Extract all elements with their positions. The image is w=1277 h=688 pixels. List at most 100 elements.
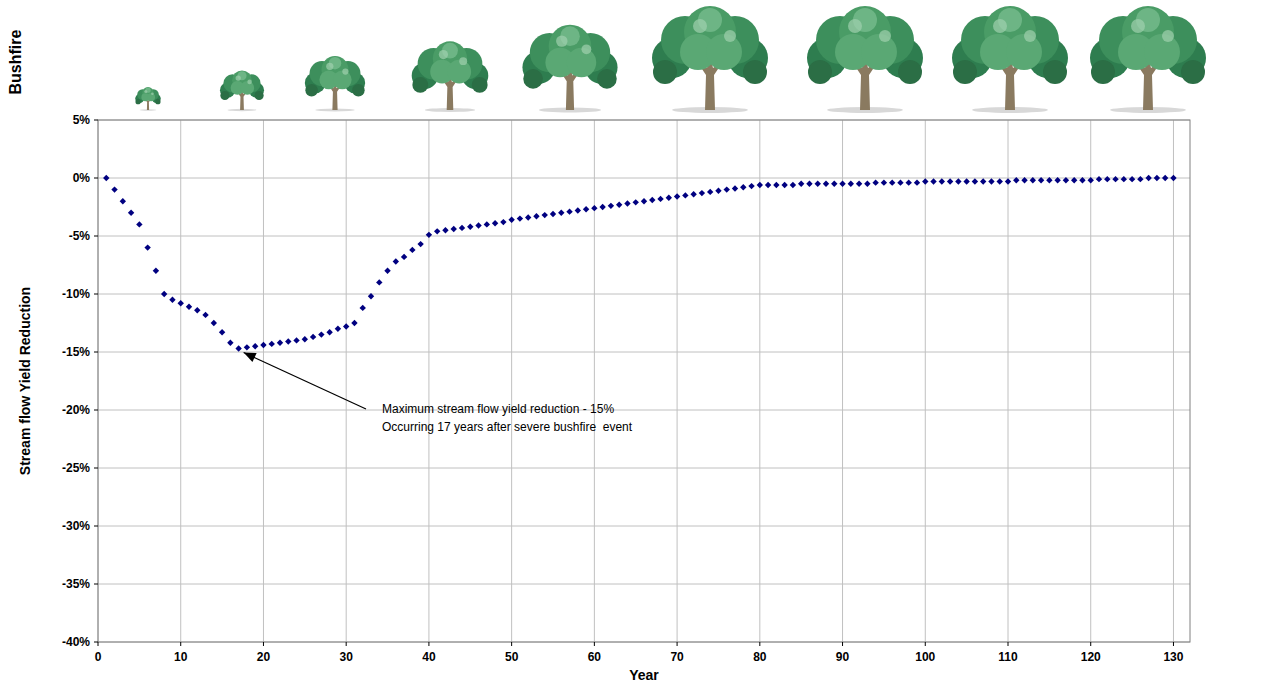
tree-icon [1090, 6, 1206, 113]
data-point [517, 215, 523, 221]
data-point [724, 186, 730, 192]
data-point [773, 182, 779, 188]
data-point [169, 297, 175, 303]
data-point [293, 337, 299, 343]
tree-icon [220, 70, 264, 111]
x-tick-label: 120 [1081, 650, 1101, 664]
data-point [351, 320, 357, 326]
data-point [798, 181, 804, 187]
data-point [930, 178, 936, 184]
data-point [988, 178, 994, 184]
annotation: Maximum stream flow yield reduction - 15… [244, 353, 633, 434]
data-point [310, 334, 316, 340]
data-point [666, 195, 672, 201]
y-tick [94, 642, 98, 643]
x-tick-label: 50 [505, 650, 519, 664]
data-point [401, 254, 407, 260]
data-point [848, 181, 854, 187]
data-point [533, 213, 539, 219]
grid-line-x [346, 120, 347, 642]
annotation-arrowhead [244, 353, 257, 363]
data-point [732, 185, 738, 191]
data-point [674, 193, 680, 199]
data-point [219, 329, 225, 335]
x-tick [263, 642, 264, 646]
data-point [715, 188, 721, 194]
data-point [740, 184, 746, 190]
x-tick-label: 20 [257, 650, 271, 664]
data-point [451, 226, 457, 232]
y-tick [94, 294, 98, 295]
data-point [1162, 175, 1168, 181]
data-point [906, 179, 912, 185]
data-point [103, 175, 109, 181]
side-label: Bushfire [7, 29, 24, 94]
data-point [1121, 176, 1127, 182]
data-point [318, 331, 324, 337]
data-point [393, 258, 399, 264]
data-point [434, 228, 440, 234]
data-point [1063, 177, 1069, 183]
tree-icon [652, 6, 768, 113]
x-tick [1008, 642, 1009, 646]
data-point [285, 338, 291, 344]
data-point [583, 206, 589, 212]
x-tick [677, 642, 678, 646]
data-point [1005, 178, 1011, 184]
data-point [542, 212, 548, 218]
data-point [384, 268, 390, 274]
data-point [442, 227, 448, 233]
data-point [690, 191, 696, 197]
y-tick [94, 410, 98, 411]
data-point [608, 203, 614, 209]
data-point [211, 320, 217, 326]
data-point [831, 181, 837, 187]
data-point [409, 247, 415, 253]
data-point [459, 225, 465, 231]
grid-line-x [1090, 120, 1091, 642]
data-point [426, 232, 432, 238]
tree-strip [135, 6, 1206, 113]
x-tick [346, 642, 347, 646]
tree-icon [807, 6, 923, 113]
data-point [467, 224, 473, 230]
plot-frame [98, 120, 1190, 642]
data-point [980, 178, 986, 184]
data-point [806, 181, 812, 187]
tree-icon [412, 41, 489, 112]
data-point [566, 208, 572, 214]
x-tick-label: 80 [753, 650, 767, 664]
x-tick-label: 100 [915, 650, 935, 664]
data-point [260, 342, 266, 348]
grid-line-x [1173, 120, 1174, 642]
x-tick [594, 642, 595, 646]
data-point [1154, 175, 1160, 181]
y-tick-label: -10% [62, 287, 90, 301]
grid-line-x [842, 120, 843, 642]
tree-icon [305, 56, 365, 112]
data-point [558, 210, 564, 216]
data-point [550, 211, 556, 217]
data-point [955, 178, 961, 184]
data-point [897, 179, 903, 185]
y-axis-title: Stream flow Yield Reduction [17, 287, 33, 475]
data-point [1038, 177, 1044, 183]
x-tick [428, 642, 429, 646]
data-point [765, 182, 771, 188]
data-point [202, 312, 208, 318]
data-point [227, 340, 233, 346]
data-point [591, 205, 597, 211]
data-point [178, 300, 184, 306]
grid-line-x [1008, 120, 1009, 642]
data-point [914, 179, 920, 185]
data-point [748, 183, 754, 189]
x-tick-label: 30 [340, 650, 354, 664]
x-tick-label: 90 [836, 650, 850, 664]
data-point [657, 196, 663, 202]
data-point [872, 179, 878, 185]
x-tick-label: 110 [998, 650, 1018, 664]
data-point [922, 178, 928, 184]
data-point [947, 178, 953, 184]
x-axis-title: Year [629, 667, 659, 683]
tree-icon [522, 25, 617, 113]
